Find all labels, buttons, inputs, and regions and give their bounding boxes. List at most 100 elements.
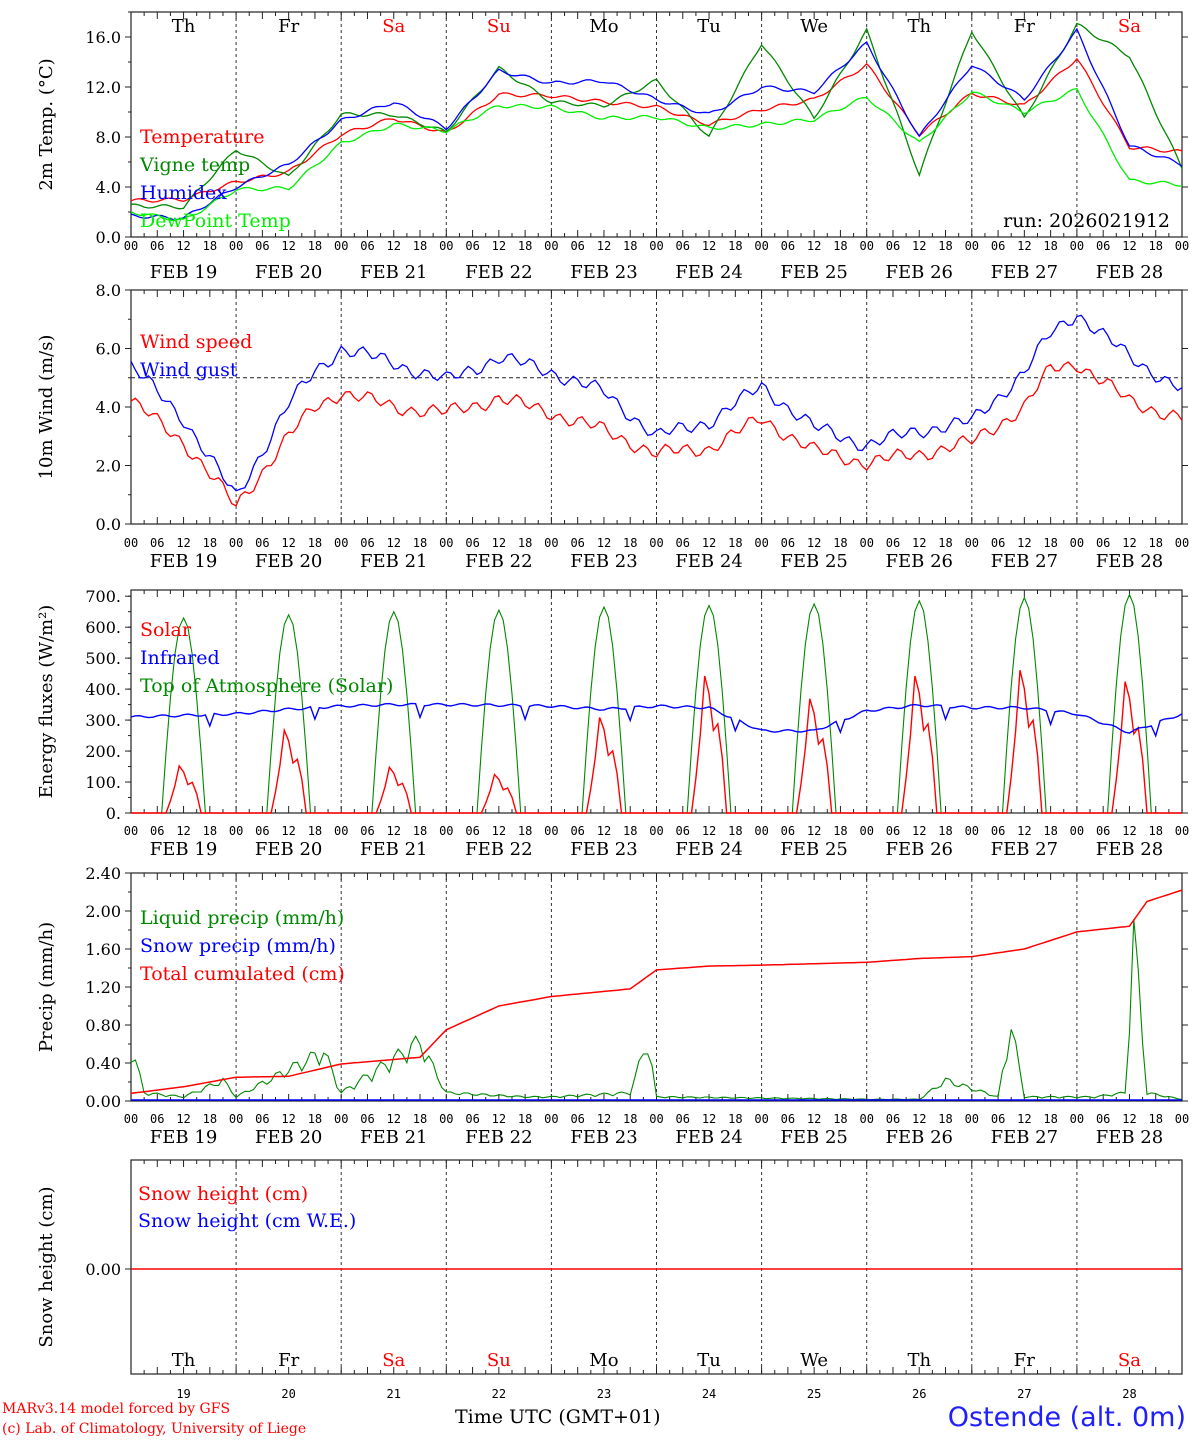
panel-2-hour-label: 18: [308, 824, 322, 838]
panel-2-hour-label: 06: [570, 824, 584, 838]
panel-2-date-label: FEB 24: [675, 839, 742, 860]
panel-0-legend-item: Humidex: [140, 182, 227, 204]
panel-2-y-tick-label: 500.: [85, 649, 121, 668]
panel-3-date-label: FEB 25: [780, 1127, 847, 1148]
panel-1-y-label: 10m Wind (m/s): [36, 335, 57, 480]
top-day-name: Th: [172, 16, 196, 37]
panel-2-hour-label: 18: [413, 824, 427, 838]
bottom-day-number: 23: [597, 1387, 611, 1400]
panel-2-hour-label: 18: [938, 824, 952, 838]
bottom-day-number: 24: [702, 1387, 716, 1400]
panel-3-hour-label: 18: [413, 1112, 427, 1126]
panel-1-hour-label: 00: [965, 536, 979, 550]
panel-2-hour-label: 00: [1175, 824, 1189, 838]
bottom-day-name: Su: [487, 1350, 511, 1371]
panel-1-date-label: FEB 24: [675, 551, 742, 572]
panel-3-hour-label: 00: [649, 1112, 663, 1126]
panel-3-hour-label: 06: [781, 1112, 795, 1126]
panel-3-date-label: FEB 19: [150, 1127, 217, 1148]
panel-3-hour-label: 18: [1148, 1112, 1162, 1126]
panel-3-hour-label: 18: [1043, 1112, 1057, 1126]
panel-0-hour-label: 06: [676, 239, 690, 253]
panel-0-hour-label: 06: [255, 239, 269, 253]
liquid-precip-line: [130, 919, 1183, 1101]
panel-1-date-label: FEB 27: [991, 551, 1058, 572]
panel-1-hour-label: 06: [676, 536, 690, 550]
bottom-day-name: We: [800, 1350, 828, 1371]
panel-0-y-tick-label: 8.0: [96, 128, 121, 147]
panel-3-hour-label: 00: [859, 1112, 873, 1126]
panel-2-date-label: FEB 19: [150, 839, 217, 860]
panel-3-hour-label: 06: [991, 1112, 1005, 1126]
panel-0-legend-item: Temperature: [140, 126, 264, 148]
panel-0-hour-label: 00: [859, 239, 873, 253]
panel-0-hour-label: 18: [1148, 239, 1162, 253]
panel-3-y-tick-label: 0.40: [85, 1054, 121, 1073]
panel-1-y-tick-label: 6.0: [96, 340, 121, 359]
panel-2-hour-label: 06: [465, 824, 479, 838]
panel-2-date-label: FEB 23: [570, 839, 637, 860]
panel-1-hour-label: 00: [544, 536, 558, 550]
panel-1-hour-label: 12: [1017, 536, 1031, 550]
panel-3-y-tick-label: 0.00: [85, 1092, 121, 1111]
panel-3-y-tick-label: 1.20: [85, 978, 121, 997]
panel-2-legend-item: Top of Atmosphere (Solar): [140, 675, 393, 697]
bottom-day-number: 20: [281, 1387, 295, 1400]
panel-3-hour-label: 18: [308, 1112, 322, 1126]
panel-1-hour-label: 06: [886, 536, 900, 550]
panel-2-hour-label: 06: [886, 824, 900, 838]
panel-1-y-tick-label: 2.0: [96, 457, 121, 476]
credit-line-1: MARv3.14 model forced by GFS: [2, 1401, 231, 1417]
bottom-day-number: 22: [492, 1387, 506, 1400]
panel-1-date-label: FEB 23: [570, 551, 637, 572]
panel-1-legend-item: Wind gust: [140, 359, 238, 381]
bottom-day-name: Fr: [1014, 1350, 1035, 1371]
panel-2-date-label: FEB 20: [255, 839, 322, 860]
panel-0-date-label: FEB 25: [780, 262, 847, 283]
panel-2-y-tick-label: 600.: [85, 618, 121, 637]
cumulated-precip-line: [130, 889, 1183, 1095]
panel-0-hour-label: 12: [702, 239, 716, 253]
panel-0-hour-label: 06: [886, 239, 900, 253]
panel-1-legend-item: Wind speed: [140, 331, 252, 353]
panel-2-date-label: FEB 25: [780, 839, 847, 860]
panel-3-hour-label: 00: [965, 1112, 979, 1126]
bottom-day-number: 27: [1017, 1387, 1031, 1400]
panel-1-hour-label: 12: [807, 536, 821, 550]
panel-1-hour-label: 06: [781, 536, 795, 550]
panel-3-y-tick-label: 0.80: [85, 1016, 121, 1035]
panel-3-hour-label: 18: [518, 1112, 532, 1126]
panel-2-y-tick-label: 700.: [85, 587, 121, 606]
wind-series-line: [130, 361, 1183, 507]
panel-0-y-tick-label: 0.0: [96, 228, 121, 247]
panel-2-hour-label: 06: [781, 824, 795, 838]
panel-3-hour-label: 12: [1017, 1112, 1031, 1126]
panel-2-hour-label: 06: [991, 824, 1005, 838]
panel-2-hour-label: 06: [360, 824, 374, 838]
panel-1-hour-label: 06: [1096, 536, 1110, 550]
panel-0-date-label: FEB 20: [255, 262, 322, 283]
panel-3-date-label: FEB 20: [255, 1127, 322, 1148]
panel-2-hour-label: 00: [229, 824, 243, 838]
panel-1-date-label: FEB 25: [780, 551, 847, 572]
panel-1-hour-label: 18: [518, 536, 532, 550]
wind-series-line: [130, 314, 1183, 492]
panel-2-hour-label: 18: [728, 824, 742, 838]
panel-0-date-label: FEB 22: [465, 262, 532, 283]
panel-2-hour-label: 00: [965, 824, 979, 838]
panel-3-hour-label: 12: [387, 1112, 401, 1126]
panel-0-date-label: FEB 28: [1096, 262, 1163, 283]
temp-series-line: [130, 87, 1182, 222]
panel-3-date-label: FEB 23: [570, 1127, 637, 1148]
panel-2-hour-label: 00: [1070, 824, 1084, 838]
bottom-day-number: 25: [807, 1387, 821, 1400]
panel-3-date-label: FEB 22: [465, 1127, 532, 1148]
panel-0-hour-label: 06: [1096, 239, 1110, 253]
panel-0-hour-label: 18: [308, 239, 322, 253]
panel-0-y-label: 2m Temp. (°C): [36, 58, 57, 190]
panel-3-hour-label: 12: [1122, 1112, 1136, 1126]
bottom-day-name: Th: [907, 1350, 931, 1371]
panel-2-hour-label: 12: [387, 824, 401, 838]
panel-0-hour-label: 00: [754, 239, 768, 253]
